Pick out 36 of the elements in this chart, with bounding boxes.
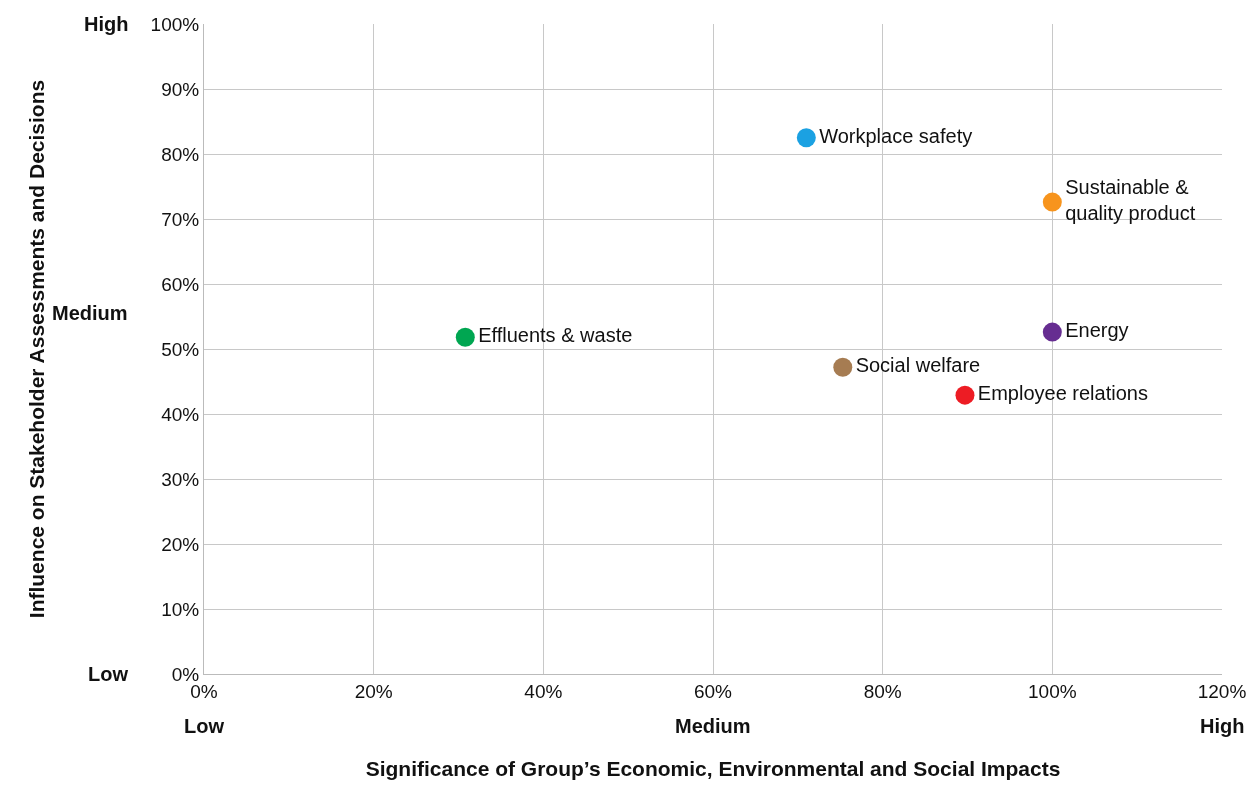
text: Low <box>184 715 225 737</box>
x-tick-label: 100% <box>1028 680 1077 702</box>
text: High <box>84 13 129 35</box>
y-tick-label: 100% <box>150 13 200 35</box>
x-tick-label: 40% <box>524 680 563 702</box>
x-tick-label: 60% <box>693 680 733 702</box>
y-tick-label: 30% <box>161 468 200 490</box>
y-tick-label: 50% <box>161 338 200 360</box>
y-axis-title: Influence on Stakeholder Assessments and Decisions <box>24 79 48 619</box>
point <box>796 128 816 148</box>
text: Medium <box>52 302 128 324</box>
y-tick-label: 10% <box>161 598 200 620</box>
point <box>833 357 853 377</box>
point <box>455 327 475 347</box>
point <box>1042 192 1062 212</box>
y-tick-label: 40% <box>161 403 200 425</box>
series-label: Sustainable & quality product <box>1065 176 1196 225</box>
y-tick-label: 60% <box>161 273 200 295</box>
text: High <box>1200 715 1245 737</box>
point <box>1042 322 1062 342</box>
x-tick-label: 20% <box>354 680 393 702</box>
series-label: Energy <box>1065 319 1129 342</box>
y-tick-label: 80% <box>161 143 200 165</box>
x-axis-title: Significance of Group’s Economic, Environmental and Social Impacts <box>365 757 1061 780</box>
text: Low <box>88 663 129 685</box>
point <box>955 385 975 405</box>
text: Medium <box>675 715 751 737</box>
y-tick-label: 20% <box>161 533 200 555</box>
y-tick-label: 70% <box>161 208 200 230</box>
x-tick-label: 120% <box>1197 680 1247 702</box>
series-label: Employee relations <box>977 382 1148 405</box>
series-label: Workplace safety <box>819 124 973 147</box>
y-tick-label: 90% <box>161 78 200 100</box>
series-label: Effluents & waste <box>478 324 633 347</box>
x-tick-label: 80% <box>863 680 902 702</box>
series-label: Social welfare <box>855 354 981 377</box>
